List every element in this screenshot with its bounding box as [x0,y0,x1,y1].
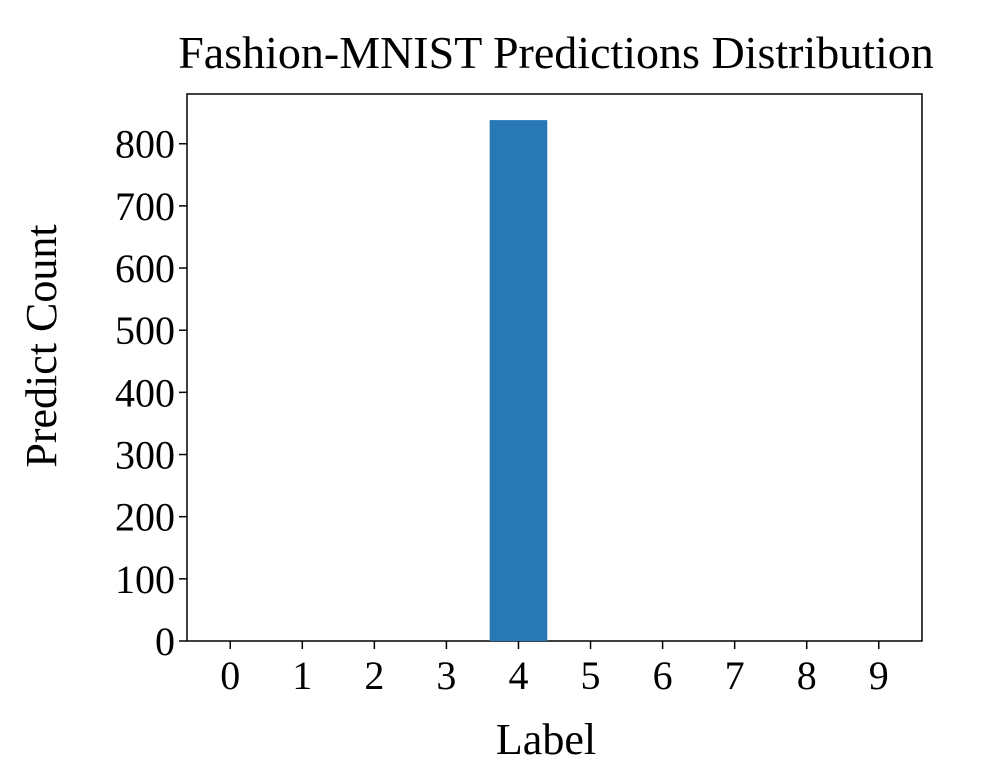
y-tick-label-800: 800 [115,122,175,167]
x-tick-label-2: 2 [364,653,384,698]
y-tick-label-200: 200 [115,495,175,540]
y-tick-label-700: 700 [115,184,175,229]
bars-group [489,120,548,642]
chart-title: Fashion-MNIST Predictions Distribution [178,27,934,78]
y-tick-label-0: 0 [155,619,175,664]
x-axis-ticks: 0 1 2 3 4 5 6 7 8 9 [220,641,889,698]
y-tick-label-600: 600 [115,246,175,291]
x-tick-label-8: 8 [797,653,817,698]
x-tick-label-0: 0 [220,653,240,698]
x-tick-label-3: 3 [436,653,456,698]
bar-4 [489,120,548,642]
x-tick-label-5: 5 [581,653,601,698]
y-axis-ticks: 0 100 200 300 400 500 600 700 800 [115,122,187,664]
y-tick-label-300: 300 [115,433,175,478]
x-tick-label-6: 6 [653,653,673,698]
plot-area-frame [186,93,923,642]
x-tick-label-1: 1 [292,653,312,698]
x-tick-label-7: 7 [725,653,745,698]
y-axis-label: Predict Count [17,224,66,467]
y-tick-label-400: 400 [115,370,175,415]
x-axis-label: Label [496,715,596,764]
x-tick-label-9: 9 [869,653,889,698]
y-tick-label-500: 500 [115,308,175,353]
x-tick-label-4: 4 [508,653,528,698]
y-tick-label-100: 100 [115,557,175,602]
